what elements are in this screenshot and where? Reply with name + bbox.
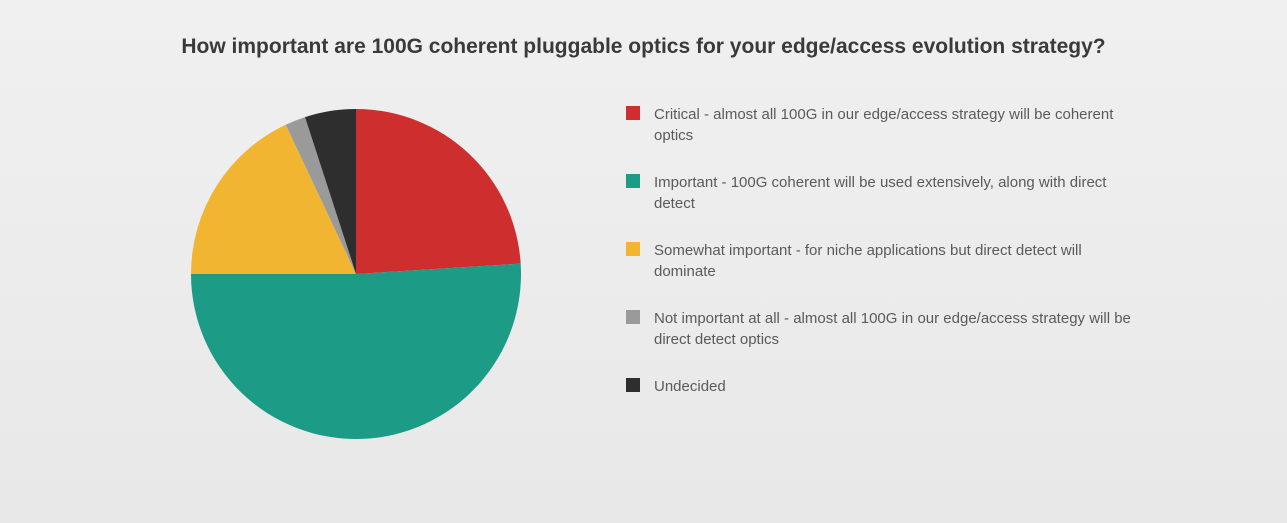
legend-swatch [626, 310, 640, 324]
legend-item: Not important at all - almost all 100G i… [626, 308, 1146, 350]
pie-slice [356, 109, 521, 274]
legend-label: Critical - almost all 100G in our edge/a… [654, 104, 1146, 146]
pie-slice [191, 264, 521, 439]
legend-label: Undecided [654, 376, 726, 397]
legend-swatch [626, 106, 640, 120]
chart-content: Critical - almost all 100G in our edge/a… [60, 99, 1227, 454]
chart-legend: Critical - almost all 100G in our edge/a… [626, 99, 1146, 397]
legend-label: Important - 100G coherent will be used e… [654, 172, 1146, 214]
legend-item: Important - 100G coherent will be used e… [626, 172, 1146, 214]
pie-chart [181, 99, 531, 449]
legend-swatch [626, 242, 640, 256]
legend-item: Somewhat important - for niche applicati… [626, 240, 1146, 282]
legend-swatch [626, 378, 640, 392]
legend-label: Somewhat important - for niche applicati… [654, 240, 1146, 282]
legend-swatch [626, 174, 640, 188]
legend-item: Critical - almost all 100G in our edge/a… [626, 104, 1146, 146]
pie-chart-wrapper [181, 99, 531, 454]
legend-item: Undecided [626, 376, 1146, 397]
chart-container: How important are 100G coherent pluggabl… [0, 0, 1287, 523]
legend-label: Not important at all - almost all 100G i… [654, 308, 1146, 350]
chart-title: How important are 100G coherent pluggabl… [60, 35, 1227, 59]
